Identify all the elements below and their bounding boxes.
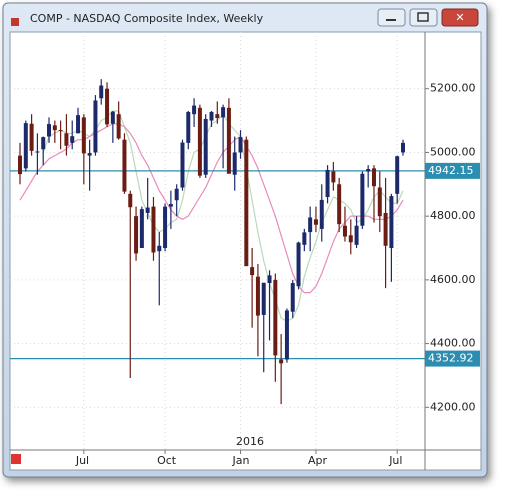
candle-body — [192, 105, 197, 115]
candle-body — [35, 151, 40, 153]
app-icon — [11, 18, 19, 26]
candle-body — [110, 111, 115, 124]
candle-body — [76, 115, 81, 134]
candle-body — [331, 171, 336, 183]
level-label: 4942.15 — [428, 164, 474, 177]
candle-body — [279, 359, 284, 364]
candle-body — [99, 85, 104, 99]
candle-body — [232, 152, 237, 175]
x-tick-label: Jul — [75, 454, 89, 467]
close-icon: ✕ — [455, 11, 464, 24]
candle-body — [377, 187, 382, 217]
candle-body — [139, 209, 144, 249]
year-label: 2016 — [236, 435, 264, 448]
y-tick-label: 4800.00 — [430, 209, 476, 222]
y-tick-label: 4200.00 — [430, 400, 476, 413]
candle-body — [209, 111, 214, 121]
candle-body — [18, 155, 22, 175]
candle-body — [244, 139, 249, 267]
candle-body — [313, 219, 318, 225]
x-tick-label: Jan — [232, 454, 250, 467]
candle-body — [302, 232, 307, 245]
candle-body — [81, 117, 86, 154]
candle-body — [371, 168, 376, 187]
candle-body — [354, 225, 359, 245]
scroll-icon — [11, 454, 21, 464]
y-tick-label: 5200.00 — [430, 82, 476, 95]
candle-body — [267, 275, 272, 284]
close-button[interactable] — [441, 8, 479, 27]
candle-body — [157, 245, 162, 252]
candle-body — [308, 217, 313, 233]
candle-body — [23, 123, 28, 169]
candle-body — [221, 107, 226, 118]
candle-body — [337, 184, 342, 225]
candle-body — [215, 114, 220, 119]
x-tick-label: Jul — [388, 454, 402, 467]
candle-body — [395, 156, 400, 194]
y-tick-label: 5000.00 — [430, 145, 476, 158]
level-tag — [425, 162, 480, 179]
candle-body — [342, 225, 347, 237]
candle-body — [325, 169, 330, 198]
candle-body — [383, 212, 388, 246]
candle-body — [401, 142, 405, 153]
candle-body — [296, 242, 301, 287]
candle-body — [197, 107, 202, 176]
candle-body — [41, 137, 46, 150]
candle-body — [58, 130, 63, 132]
candle-body — [151, 206, 156, 253]
candle-body — [238, 137, 243, 153]
candle-body — [163, 206, 168, 249]
candle-body — [105, 88, 110, 125]
candle-body — [174, 188, 179, 201]
candle-body — [261, 282, 266, 315]
candle-body — [180, 142, 185, 188]
y-tick-label: 4600.00 — [430, 273, 476, 286]
candle-body — [128, 193, 133, 208]
candle-body — [134, 216, 139, 254]
candle-body — [116, 114, 121, 139]
candle-body — [29, 123, 34, 151]
candle-body — [70, 136, 75, 143]
candle-body — [360, 173, 365, 226]
candle-body — [122, 139, 127, 192]
x-tick-label: Oct — [157, 454, 177, 467]
candle-body — [87, 153, 92, 156]
candle-body — [366, 168, 371, 172]
candle-body — [47, 124, 52, 137]
candle-body — [64, 133, 69, 146]
candle-body — [284, 310, 289, 360]
candle-body — [226, 107, 231, 174]
candle-body — [203, 118, 208, 175]
minimize-button[interactable] — [377, 8, 406, 27]
window-buttons[interactable]: ✕ — [377, 8, 479, 27]
maximize-button[interactable] — [409, 8, 438, 27]
x-tick-label: Apr — [308, 454, 328, 467]
window-title: COMP - NASDAQ Composite Index, Weekly — [30, 12, 264, 25]
candle-body — [93, 100, 98, 153]
y-tick-label: 4400.00 — [430, 337, 476, 350]
candle-body — [186, 111, 191, 143]
candle-body — [255, 276, 260, 316]
level-tag — [425, 350, 480, 367]
candle-body — [52, 125, 57, 131]
candle-body — [348, 235, 353, 243]
candle-body — [290, 283, 295, 312]
level-label: 4352.92 — [428, 352, 474, 365]
candle-body — [250, 267, 255, 276]
candle-body — [145, 207, 150, 213]
candle-body — [168, 204, 173, 207]
candle-body — [273, 279, 278, 356]
candle-body — [389, 196, 394, 249]
candle-body — [319, 199, 324, 229]
maximize-icon — [417, 12, 429, 22]
